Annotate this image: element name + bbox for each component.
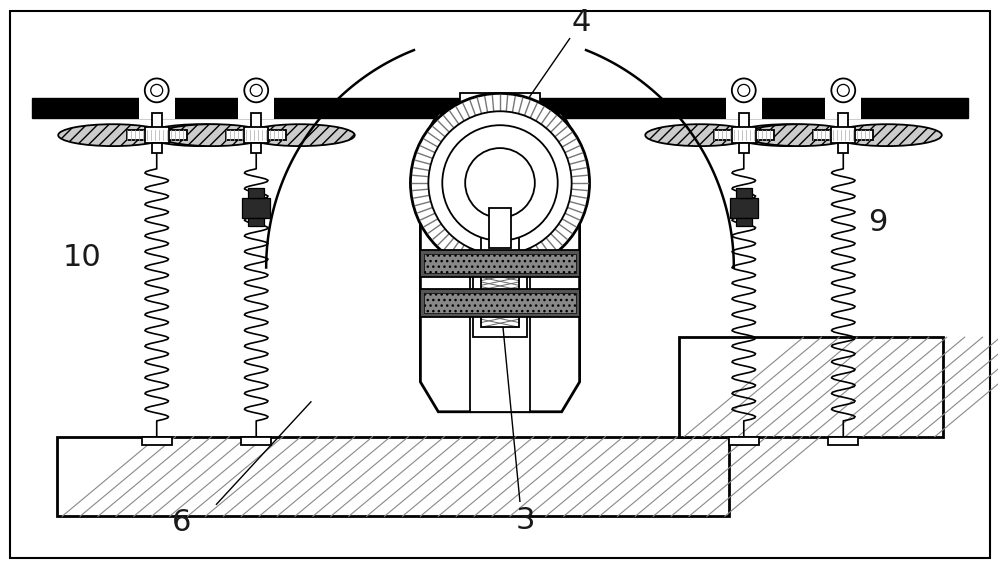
Circle shape (410, 93, 590, 272)
Bar (726, 97, 762, 119)
Bar (736, 188, 752, 198)
Circle shape (244, 79, 268, 102)
Text: 6: 6 (172, 508, 191, 537)
Bar (825, 97, 861, 119)
Bar (248, 218, 264, 226)
Circle shape (442, 125, 558, 241)
Bar (730, 198, 758, 218)
Bar (251, 143, 261, 153)
Bar (481, 222, 519, 327)
Bar (142, 436, 172, 445)
Bar (729, 436, 759, 445)
Bar (226, 130, 286, 140)
Bar (732, 127, 756, 143)
Bar (838, 143, 848, 153)
Bar (424, 254, 576, 273)
Ellipse shape (832, 124, 942, 146)
Bar (242, 198, 270, 218)
Bar (57, 436, 729, 516)
Bar (831, 127, 855, 143)
Bar (152, 143, 162, 153)
Bar (473, 222, 527, 337)
Bar (714, 130, 774, 140)
Bar (838, 113, 848, 133)
Bar (424, 293, 576, 313)
Ellipse shape (58, 124, 168, 146)
Bar (828, 436, 858, 445)
Polygon shape (420, 113, 580, 412)
Bar (489, 208, 511, 247)
Ellipse shape (733, 124, 842, 146)
Circle shape (732, 79, 756, 102)
Circle shape (151, 84, 163, 96)
Bar (127, 130, 187, 140)
Bar (152, 113, 162, 133)
Bar (736, 218, 752, 226)
Ellipse shape (745, 124, 854, 146)
Bar (145, 127, 169, 143)
Bar (739, 113, 749, 133)
Bar (739, 143, 749, 153)
Bar (482, 97, 518, 119)
Text: 10: 10 (62, 243, 101, 272)
Bar (251, 113, 261, 133)
Bar (481, 222, 519, 327)
Circle shape (831, 79, 855, 102)
Circle shape (837, 84, 849, 96)
Text: 9: 9 (868, 208, 888, 237)
Bar (813, 130, 873, 140)
Bar (238, 97, 274, 119)
Bar (244, 127, 268, 143)
Ellipse shape (245, 124, 355, 146)
Circle shape (250, 84, 262, 96)
Circle shape (428, 112, 572, 255)
Ellipse shape (645, 124, 755, 146)
Text: 4: 4 (572, 8, 591, 37)
Bar (470, 113, 530, 412)
Bar (420, 289, 580, 318)
Circle shape (738, 84, 750, 96)
Bar (139, 97, 175, 119)
Bar (241, 436, 271, 445)
Circle shape (145, 79, 169, 102)
Text: 3: 3 (516, 507, 535, 535)
Bar (679, 337, 943, 436)
Bar (32, 98, 968, 118)
Bar (460, 93, 540, 113)
Circle shape (465, 148, 535, 218)
Ellipse shape (146, 124, 255, 146)
Ellipse shape (158, 124, 267, 146)
Bar (420, 250, 580, 277)
Bar (248, 188, 264, 198)
